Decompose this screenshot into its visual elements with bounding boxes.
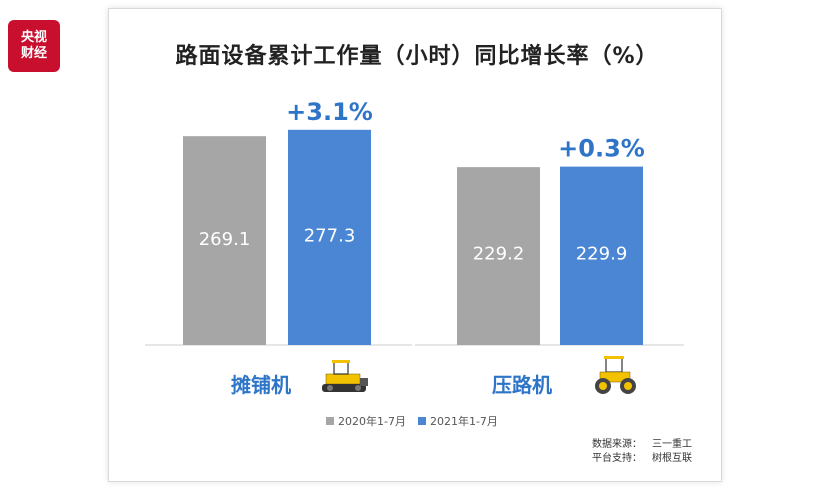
value-label-0-1: 277.3 bbox=[304, 226, 356, 247]
logo-line-1: 央视 bbox=[20, 30, 47, 45]
cctv-finance-logo: 央视 财经 bbox=[8, 20, 60, 72]
chart-legend: 2020年1-7月 2021年1-7月 bbox=[326, 413, 510, 429]
platform-label: 平台支持： bbox=[592, 453, 642, 464]
source-note: 数据来源： 三一重工 平台支持： 树根互联 bbox=[592, 438, 692, 466]
category-label-0: 摊铺机 bbox=[231, 373, 291, 397]
legend-item-2020: 2020年1-7月 bbox=[326, 413, 406, 429]
bar-0-1 bbox=[288, 129, 371, 345]
legend-label-2021: 2021年1-7月 bbox=[429, 415, 498, 428]
legend-swatch-2021 bbox=[417, 417, 426, 425]
paver-icon bbox=[322, 360, 368, 392]
source-value: 三一重工 bbox=[652, 439, 692, 450]
legend-item-2021: 2021年1-7月 bbox=[417, 413, 498, 429]
bar-1-0 bbox=[457, 167, 540, 345]
platform-value: 树根互联 bbox=[652, 453, 692, 464]
source-label: 数据来源： bbox=[592, 439, 642, 450]
roller-icon bbox=[595, 356, 636, 394]
bar-0-0 bbox=[183, 136, 266, 345]
value-label-1-0: 229.2 bbox=[473, 244, 525, 265]
value-label-1-1: 229.9 bbox=[576, 243, 628, 264]
legend-label-2020: 2020年1-7月 bbox=[338, 415, 406, 428]
legend-swatch-2020 bbox=[326, 417, 334, 425]
growth-label-0: +3.1% bbox=[286, 98, 373, 126]
logo-line-2: 财经 bbox=[20, 46, 47, 61]
value-label-0-0: 269.1 bbox=[199, 229, 251, 250]
growth-label-1: +0.3% bbox=[558, 135, 645, 163]
chart-title: 路面设备累计工作量（小时）同比增长率（%） bbox=[175, 44, 659, 69]
bar-1-1 bbox=[560, 166, 643, 345]
category-label-1: 压路机 bbox=[492, 373, 552, 397]
